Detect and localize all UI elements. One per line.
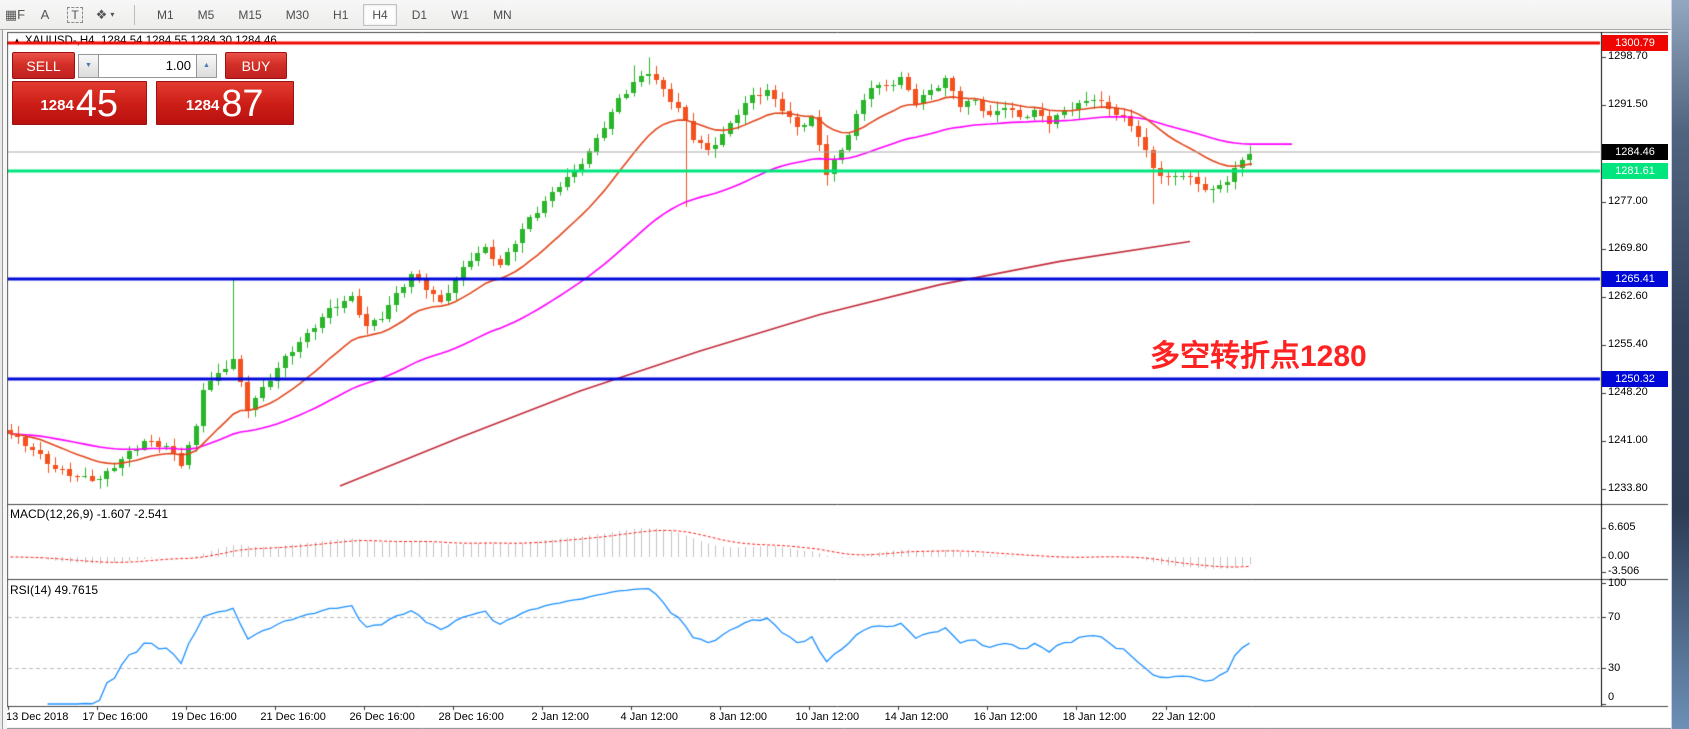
spinner-down-icon: ▼: [85, 62, 92, 69]
rsi-axis-tick: 100: [1608, 577, 1627, 589]
spinner-up-icon: ▲: [203, 62, 210, 69]
resistance-line-label: 1300.79: [1602, 35, 1668, 52]
date-axis-label: 18 Jan 12:00: [1062, 711, 1127, 723]
toolbar-separator: [134, 4, 135, 25]
objects-arrange-icon[interactable]: ❖ ▾: [92, 4, 118, 26]
date-axis-label: 2 Jan 12:00: [531, 711, 589, 723]
price-axis-tick: 1291.50: [1608, 98, 1648, 111]
price-chart-canvas[interactable]: [0, 29, 1689, 729]
one-click-trading-panel: SELL ▼ ▲ BUY 1284 45 1284 87: [12, 52, 294, 125]
date-axis-label: 8 Jan 12:00: [709, 711, 768, 723]
timeframe-button-m15[interactable]: M15: [238, 7, 262, 22]
indicator-window-icon[interactable]: ▦F: [2, 4, 28, 26]
price-axis-tick: 1277.00: [1608, 194, 1648, 207]
price-axis-tick: 1248.20: [1608, 385, 1648, 398]
rsi-axis-tick: 0: [1608, 691, 1615, 703]
price-axis-tick: 1255.40: [1608, 338, 1648, 351]
ohlc-values: 1284.54 1284.55 1284.30 1284.46: [100, 35, 277, 47]
text-label-icon: A: [40, 7, 50, 22]
date-axis-label: 13 Dec 2018: [6, 711, 69, 723]
macd-axis-tick: 6.605: [1608, 521, 1636, 533]
support-line-label: 1281.61: [1602, 162, 1668, 179]
trade-panel-controls: SELL ▼ ▲ BUY: [12, 52, 294, 79]
bid-price[interactable]: 1284 45: [12, 81, 147, 125]
date-axis-label: 16 Jan 12:00: [973, 711, 1038, 723]
bid-price-small: 1284: [40, 97, 74, 114]
rsi-axis-tick: 70: [1608, 611, 1621, 623]
objects-arrange-icon: ❖: [95, 6, 108, 22]
ask-price-big: 87: [221, 83, 264, 125]
macd-axis-tick: 0.00: [1608, 550, 1630, 562]
window-right-edge[interactable]: [1671, 0, 1689, 729]
macd-axis-tick: -3.506: [1608, 565, 1640, 578]
panel-collapse-icon[interactable]: ▲: [13, 36, 21, 45]
price-axis-tick: 1241.00: [1608, 433, 1648, 446]
sell-button[interactable]: SELL: [12, 52, 75, 79]
price-axis-tick: 1233.80: [1608, 481, 1648, 494]
chart-text-annotation: 多空转折点1280: [1150, 340, 1367, 373]
date-axis-label: 26 Dec 16:00: [349, 711, 415, 723]
timeframe-button-m1[interactable]: M1: [157, 7, 174, 22]
bid-price-big: 45: [75, 83, 119, 125]
current-price-label: 1284.46: [1602, 144, 1668, 160]
date-axis-label: 19 Dec 16:00: [171, 711, 237, 723]
timeframe-button-mn[interactable]: MN: [493, 7, 512, 22]
date-axis-label: 17 Dec 16:00: [82, 711, 148, 723]
timeframe-button-m5[interactable]: M5: [197, 7, 215, 22]
date-axis-label: 28 Dec 16:00: [438, 711, 504, 723]
indicator-window-icon: ▦F: [4, 6, 26, 22]
symbol-period-label: XAUUSD-,H4: [24, 35, 95, 47]
text-box-icon[interactable]: T: [62, 4, 88, 26]
ask-price[interactable]: 1284 87: [155, 81, 294, 125]
chart-toolbar: ▦F A T ❖ ▾ M1 M5 M15 M30 H1 H4 D1 W1 MN: [0, 0, 1672, 30]
text-box-icon: T: [67, 6, 83, 23]
volume-decrease-button[interactable]: ▼: [78, 53, 99, 78]
volume-increase-button[interactable]: ▲: [196, 53, 217, 78]
support-line-label: 1250.32: [1602, 370, 1668, 387]
rsi-indicator-label: RSI(14) 49.7615: [10, 583, 99, 597]
timeframe-button-h4[interactable]: H4: [363, 3, 397, 26]
timeframe-button-group: M1 M5 M15 M30 H1 H4 D1 W1 MN: [145, 3, 524, 26]
chart-symbol-header: ▲ XAUUSD-,H4 1284.54 1284.55 1284.30 1284…: [13, 35, 277, 47]
dropdown-caret-icon: ▾: [110, 10, 115, 19]
rsi-axis-tick: 30: [1608, 662, 1621, 674]
macd-indicator-label: MACD(12,26,9) -1.607 -2.541: [10, 507, 169, 521]
date-axis-label: 10 Jan 12:00: [795, 711, 860, 723]
date-axis-label: 4 Jan 12:00: [620, 711, 679, 723]
toolbar-icon-group: ▦F A T ❖ ▾: [0, 4, 120, 26]
timeframe-button-h1[interactable]: H1: [333, 7, 349, 22]
price-axis-tick: 1269.80: [1608, 242, 1648, 255]
price-axis-tick: 1298.70: [1608, 50, 1648, 63]
date-axis-label: 21 Dec 16:00: [260, 711, 326, 723]
window-left-edge: [0, 29, 7, 729]
text-label-icon[interactable]: A: [32, 4, 58, 26]
buy-button[interactable]: BUY: [225, 52, 287, 79]
timeframe-button-m30[interactable]: M30: [285, 7, 310, 22]
date-axis-label: 14 Jan 12:00: [884, 711, 949, 723]
ask-price-small: 1284: [185, 97, 220, 114]
date-axis-label: 22 Jan 12:00: [1151, 711, 1216, 723]
timeframe-button-d1[interactable]: D1: [411, 7, 428, 22]
support-line-label: 1265.41: [1602, 270, 1668, 287]
trade-panel-prices: 1284 45 1284 87: [12, 81, 294, 125]
price-axis-tick: 1262.60: [1608, 290, 1648, 303]
timeframe-button-w1[interactable]: W1: [451, 7, 470, 22]
volume-input[interactable]: [99, 53, 196, 78]
